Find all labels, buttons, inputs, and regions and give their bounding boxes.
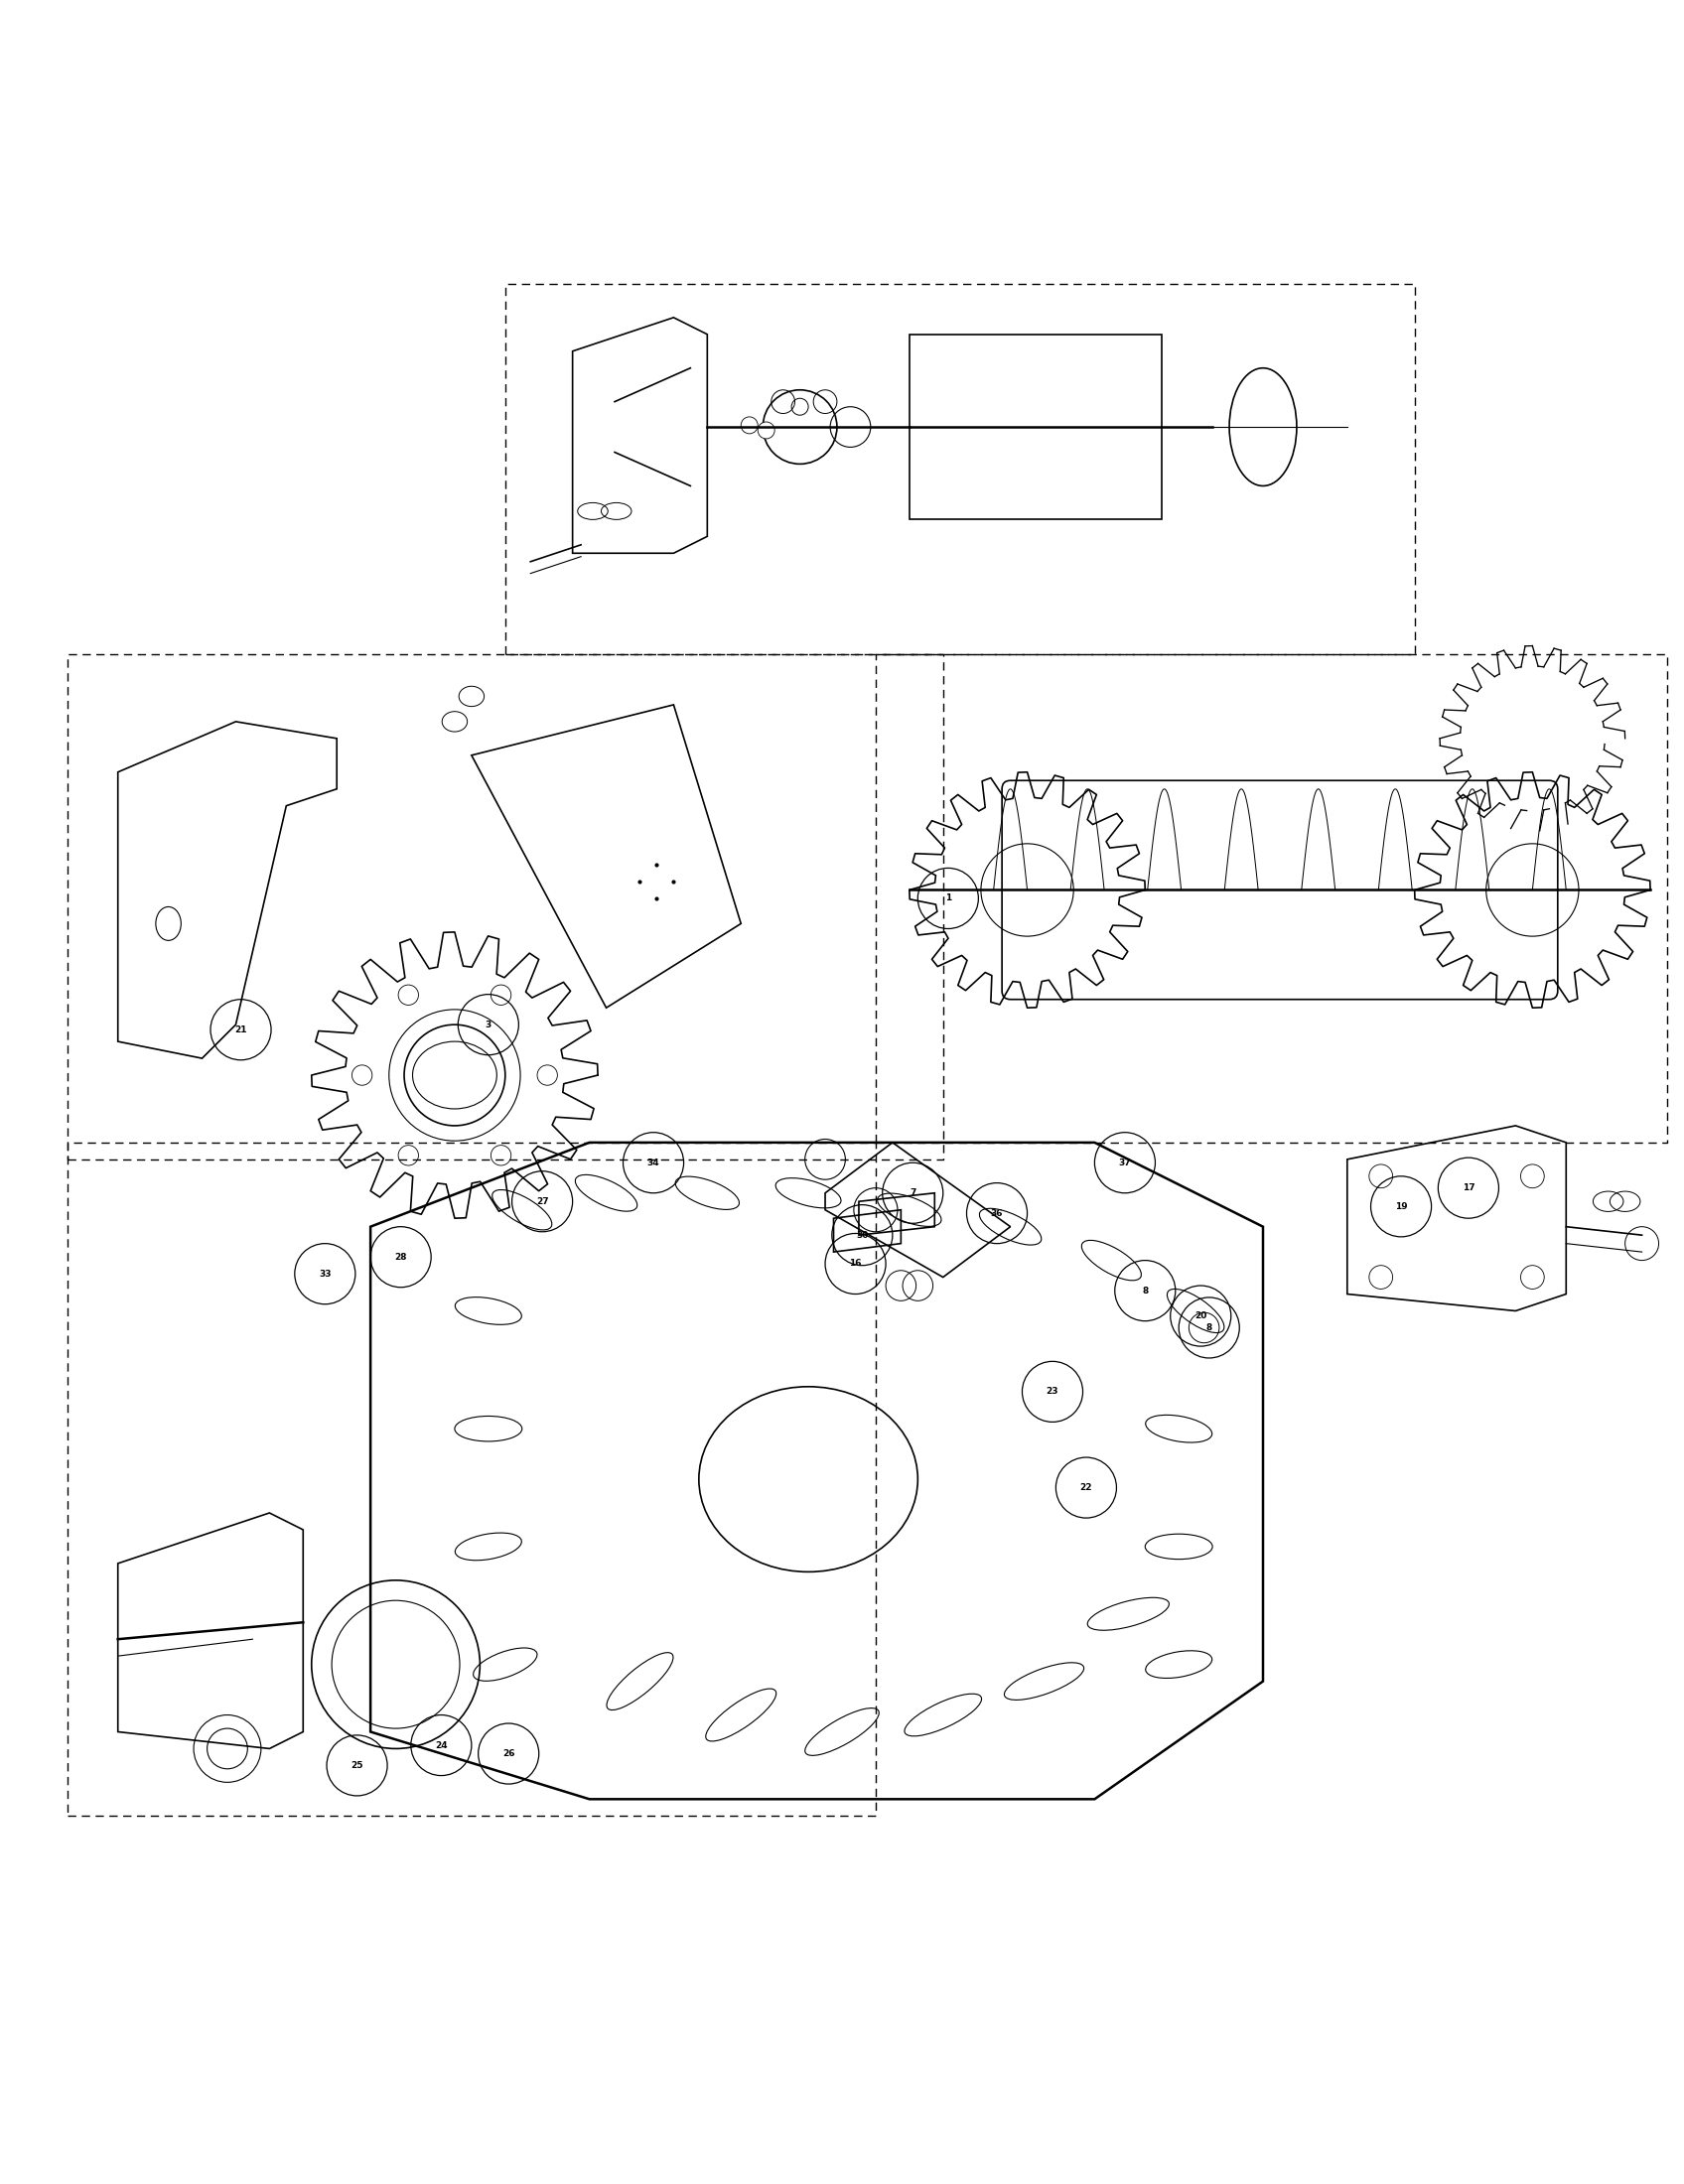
Text: 17: 17 [1462, 1184, 1475, 1192]
Text: 8: 8 [1142, 1286, 1148, 1295]
Text: 3: 3 [485, 1020, 492, 1029]
Text: 27: 27 [536, 1197, 549, 1206]
Text: 24: 24 [434, 1741, 448, 1749]
Text: 37: 37 [1118, 1158, 1132, 1166]
Text: 21: 21 [234, 1024, 248, 1035]
Text: 30: 30 [855, 1230, 869, 1241]
Text: 33: 33 [318, 1269, 332, 1278]
Text: 19: 19 [1394, 1201, 1408, 1210]
Text: 25: 25 [350, 1760, 364, 1769]
Text: 23: 23 [1046, 1387, 1059, 1396]
Circle shape [758, 422, 775, 439]
Text: 20: 20 [1194, 1310, 1207, 1321]
Text: 1: 1 [945, 893, 951, 902]
Text: 8: 8 [1206, 1324, 1212, 1332]
Text: 36: 36 [990, 1208, 1004, 1219]
Text: 16: 16 [849, 1260, 862, 1269]
Text: 7: 7 [909, 1188, 916, 1197]
Circle shape [741, 417, 758, 435]
Text: 28: 28 [394, 1254, 408, 1262]
Text: 22: 22 [1079, 1483, 1093, 1492]
Text: 26: 26 [502, 1749, 515, 1758]
Text: 34: 34 [647, 1158, 660, 1166]
